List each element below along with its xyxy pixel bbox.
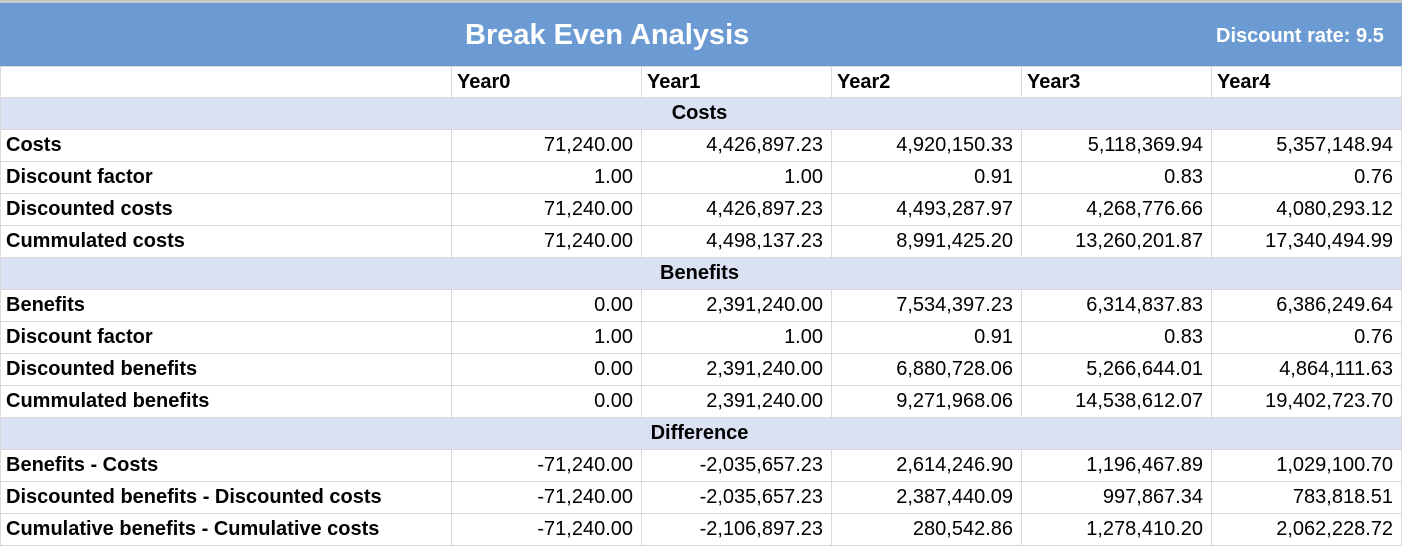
value-cell[interactable]: 4,426,897.23 (641, 129, 832, 162)
row-label-cell[interactable]: Cummulated benefits (0, 385, 452, 418)
value-cell[interactable]: 0.83 (1021, 321, 1212, 354)
value-cell[interactable]: 997,867.34 (1021, 481, 1212, 514)
break-even-table: Year0 Year1 Year2 Year3 Year4 Costs Costs… (0, 66, 1402, 546)
value-cell[interactable]: 2,062,228.72 (1211, 513, 1402, 546)
row-label-cell[interactable]: Discounted costs (0, 193, 452, 226)
value-cell[interactable]: 4,268,776.66 (1021, 193, 1212, 226)
value-cell[interactable]: 17,340,494.99 (1211, 225, 1402, 258)
value-cell[interactable]: 6,314,837.83 (1021, 289, 1212, 322)
value-cell[interactable]: 4,864,111.63 (1211, 353, 1402, 386)
value-cell[interactable]: 8,991,425.20 (831, 225, 1022, 258)
value-cell[interactable]: 2,387,440.09 (831, 481, 1022, 514)
discount-rate-label[interactable]: Discount rate: 9.5 (1216, 25, 1384, 47)
value-cell[interactable]: 5,118,369.94 (1021, 129, 1212, 162)
value-cell[interactable]: 1,196,467.89 (1021, 449, 1212, 482)
value-cell[interactable]: 4,920,150.33 (831, 129, 1022, 162)
row-label-cell[interactable]: Discount factor (0, 321, 452, 354)
value-cell[interactable]: -71,240.00 (451, 449, 642, 482)
table-row: Benefits 0.00 2,391,240.00 7,534,397.23 6,31… (0, 289, 1402, 322)
value-cell[interactable]: 2,614,246.90 (831, 449, 1022, 482)
value-cell[interactable]: 1.00 (641, 161, 832, 194)
value-cell[interactable]: 1.00 (451, 161, 642, 194)
value-cell[interactable]: 2,391,240.00 (641, 289, 832, 322)
table-row: Cumulative benefits - Cumulative costs -7… (0, 513, 1402, 546)
row-label-cell[interactable]: Cummulated costs (0, 225, 452, 258)
table-row: Discounted benefits - Discounted costs -7… (0, 481, 1402, 514)
value-cell[interactable]: 4,493,287.97 (831, 193, 1022, 226)
row-label-cell[interactable]: Cumulative benefits - Cumulative costs (0, 513, 452, 546)
value-cell[interactable]: 7,534,397.23 (831, 289, 1022, 322)
value-cell[interactable]: 0.83 (1021, 161, 1212, 194)
row-label-cell[interactable]: Costs (0, 129, 452, 162)
value-cell[interactable]: 6,386,249.64 (1211, 289, 1402, 322)
value-cell[interactable]: 2,391,240.00 (641, 385, 832, 418)
value-cell[interactable]: 0.00 (451, 289, 642, 322)
row-label-cell[interactable]: Discounted benefits - Discounted costs (0, 481, 452, 514)
value-cell[interactable]: 71,240.00 (451, 193, 642, 226)
value-cell[interactable]: -2,035,657.23 (641, 449, 832, 482)
value-cell[interactable]: 4,426,897.23 (641, 193, 832, 226)
value-cell[interactable]: 19,402,723.70 (1211, 385, 1402, 418)
section-header-row: Costs (0, 97, 1402, 130)
value-cell[interactable]: 9,271,968.06 (831, 385, 1022, 418)
sheet-title[interactable]: Break Even Analysis (465, 19, 750, 51)
section-title[interactable]: Difference (0, 417, 1402, 450)
value-cell[interactable]: 13,260,201.87 (1021, 225, 1212, 258)
value-cell[interactable]: -71,240.00 (451, 513, 642, 546)
value-cell[interactable]: 0.00 (451, 385, 642, 418)
section-header-row: Difference (0, 417, 1402, 450)
header-blank-cell[interactable] (0, 66, 452, 98)
row-label-cell[interactable]: Benefits (0, 289, 452, 322)
value-cell[interactable]: 0.76 (1211, 321, 1402, 354)
table-row: Discounted benefits 0.00 2,391,240.00 6,880… (0, 353, 1402, 386)
table-row: Cummulated costs 71,240.00 4,498,137.23 8,9… (0, 225, 1402, 258)
value-cell[interactable]: 1,029,100.70 (1211, 449, 1402, 482)
table-row: Discounted costs 71,240.00 4,426,897.23 4,4… (0, 193, 1402, 226)
value-cell[interactable]: 5,266,644.01 (1021, 353, 1212, 386)
row-label-cell[interactable]: Discount factor (0, 161, 452, 194)
year-header-cell[interactable]: Year1 (641, 66, 832, 98)
value-cell[interactable]: 1.00 (451, 321, 642, 354)
value-cell[interactable]: -2,106,897.23 (641, 513, 832, 546)
row-label-cell[interactable]: Discounted benefits (0, 353, 452, 386)
value-cell[interactable]: 6,880,728.06 (831, 353, 1022, 386)
table-row: Benefits - Costs -71,240.00 -2,035,657.23 2… (0, 449, 1402, 482)
value-cell[interactable]: -71,240.00 (451, 481, 642, 514)
value-cell[interactable]: 1.00 (641, 321, 832, 354)
value-cell[interactable]: 2,391,240.00 (641, 353, 832, 386)
value-cell[interactable]: 71,240.00 (451, 129, 642, 162)
section-title[interactable]: Costs (0, 97, 1402, 130)
table-row: Costs 71,240.00 4,426,897.23 4,920,150.33 5,… (0, 129, 1402, 162)
year-header-cell[interactable]: Year4 (1211, 66, 1402, 98)
value-cell[interactable]: 0.00 (451, 353, 642, 386)
value-cell[interactable]: 4,080,293.12 (1211, 193, 1402, 226)
section-header-row: Benefits (0, 257, 1402, 290)
value-cell[interactable]: 14,538,612.07 (1021, 385, 1212, 418)
section-title[interactable]: Benefits (0, 257, 1402, 290)
year-header-cell[interactable]: Year3 (1021, 66, 1212, 98)
value-cell[interactable]: 280,542.86 (831, 513, 1022, 546)
value-cell[interactable]: 783,818.51 (1211, 481, 1402, 514)
value-cell[interactable]: 0.91 (831, 321, 1022, 354)
table-row: Cummulated benefits 0.00 2,391,240.00 9,271… (0, 385, 1402, 418)
value-cell[interactable]: 1,278,410.20 (1021, 513, 1212, 546)
title-bar: Break Even Analysis Discount rate: 9.5 (0, 0, 1402, 66)
row-label-cell[interactable]: Benefits - Costs (0, 449, 452, 482)
value-cell[interactable]: 4,498,137.23 (641, 225, 832, 258)
year-header-row: Year0 Year1 Year2 Year3 Year4 (0, 66, 1402, 98)
value-cell[interactable]: 0.91 (831, 161, 1022, 194)
value-cell[interactable]: -2,035,657.23 (641, 481, 832, 514)
value-cell[interactable]: 0.76 (1211, 161, 1402, 194)
table-row: Discount factor 1.00 1.00 0.91 0.83 0.76 (0, 161, 1402, 194)
value-cell[interactable]: 5,357,148.94 (1211, 129, 1402, 162)
table-row: Discount factor 1.00 1.00 0.91 0.83 0.76 (0, 321, 1402, 354)
value-cell[interactable]: 71,240.00 (451, 225, 642, 258)
year-header-cell[interactable]: Year0 (451, 66, 642, 98)
year-header-cell[interactable]: Year2 (831, 66, 1022, 98)
